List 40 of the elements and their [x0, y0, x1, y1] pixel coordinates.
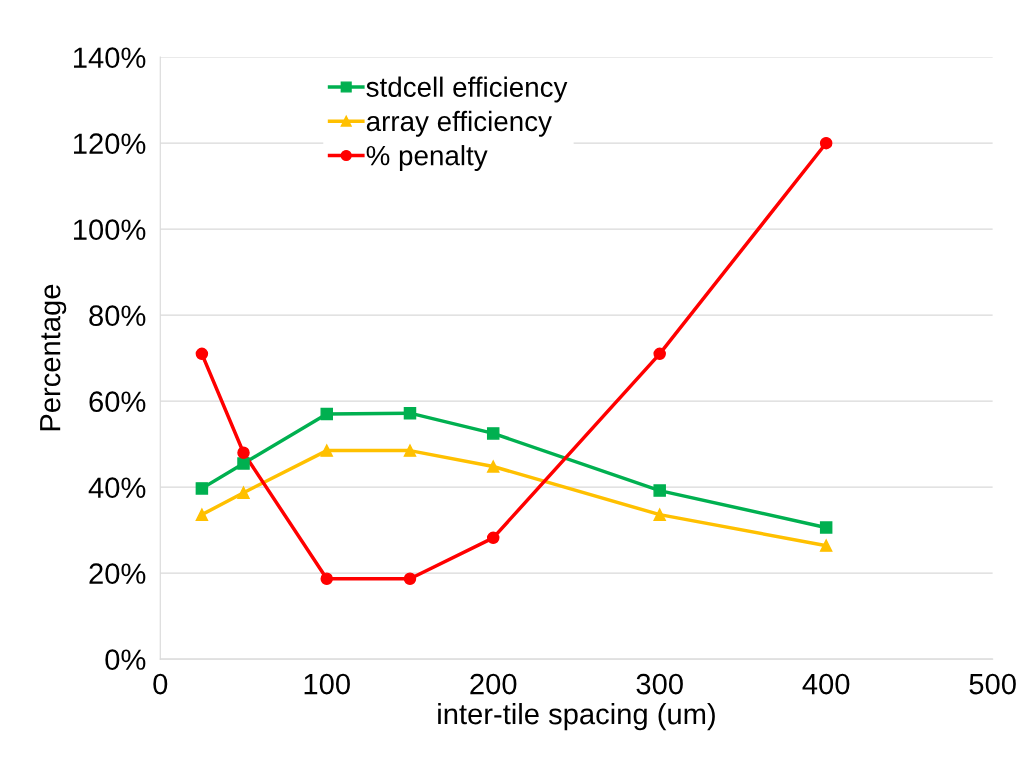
point — [403, 406, 417, 420]
point — [653, 508, 666, 521]
y-tick-label: 60% — [89, 391, 146, 412]
legend-label: % penalty — [366, 145, 488, 171]
legend-label: array efficiency — [366, 110, 552, 137]
point — [320, 444, 333, 457]
x-tick-label: 300 — [636, 673, 683, 695]
point — [819, 136, 833, 150]
point — [653, 484, 666, 497]
y-axis-title: Percentage — [40, 284, 67, 431]
x-tick-label: 100 — [304, 673, 350, 695]
point — [403, 444, 417, 457]
point — [486, 460, 500, 473]
point — [195, 508, 209, 521]
point — [486, 531, 500, 545]
point — [320, 572, 333, 585]
y-tick-label: 40% — [88, 477, 146, 498]
point — [320, 407, 333, 421]
point — [237, 446, 250, 459]
y-tick-label: 140% — [74, 47, 146, 69]
x-tick-label: 500 — [969, 673, 1016, 695]
point — [653, 347, 666, 361]
y-tick-label: 100% — [74, 219, 146, 240]
x-tick-label: 0 — [153, 673, 168, 695]
point — [486, 427, 500, 440]
point — [819, 539, 833, 552]
y-tick-label: 80% — [89, 305, 146, 326]
point — [819, 521, 833, 534]
point — [237, 457, 250, 470]
y-tick-label: 20% — [89, 563, 146, 584]
point — [195, 347, 209, 361]
x-tick-label: 400 — [802, 673, 850, 695]
y-tick-label: 0% — [105, 649, 146, 670]
x-axis-title: inter-tile spacing (um) — [438, 702, 715, 731]
point — [195, 482, 209, 495]
y-tick-label: 120% — [74, 133, 146, 154]
x-tick-label: 200 — [470, 673, 517, 695]
legend-label: stdcell efficiency — [366, 76, 568, 103]
point — [403, 572, 417, 585]
point — [237, 486, 250, 499]
